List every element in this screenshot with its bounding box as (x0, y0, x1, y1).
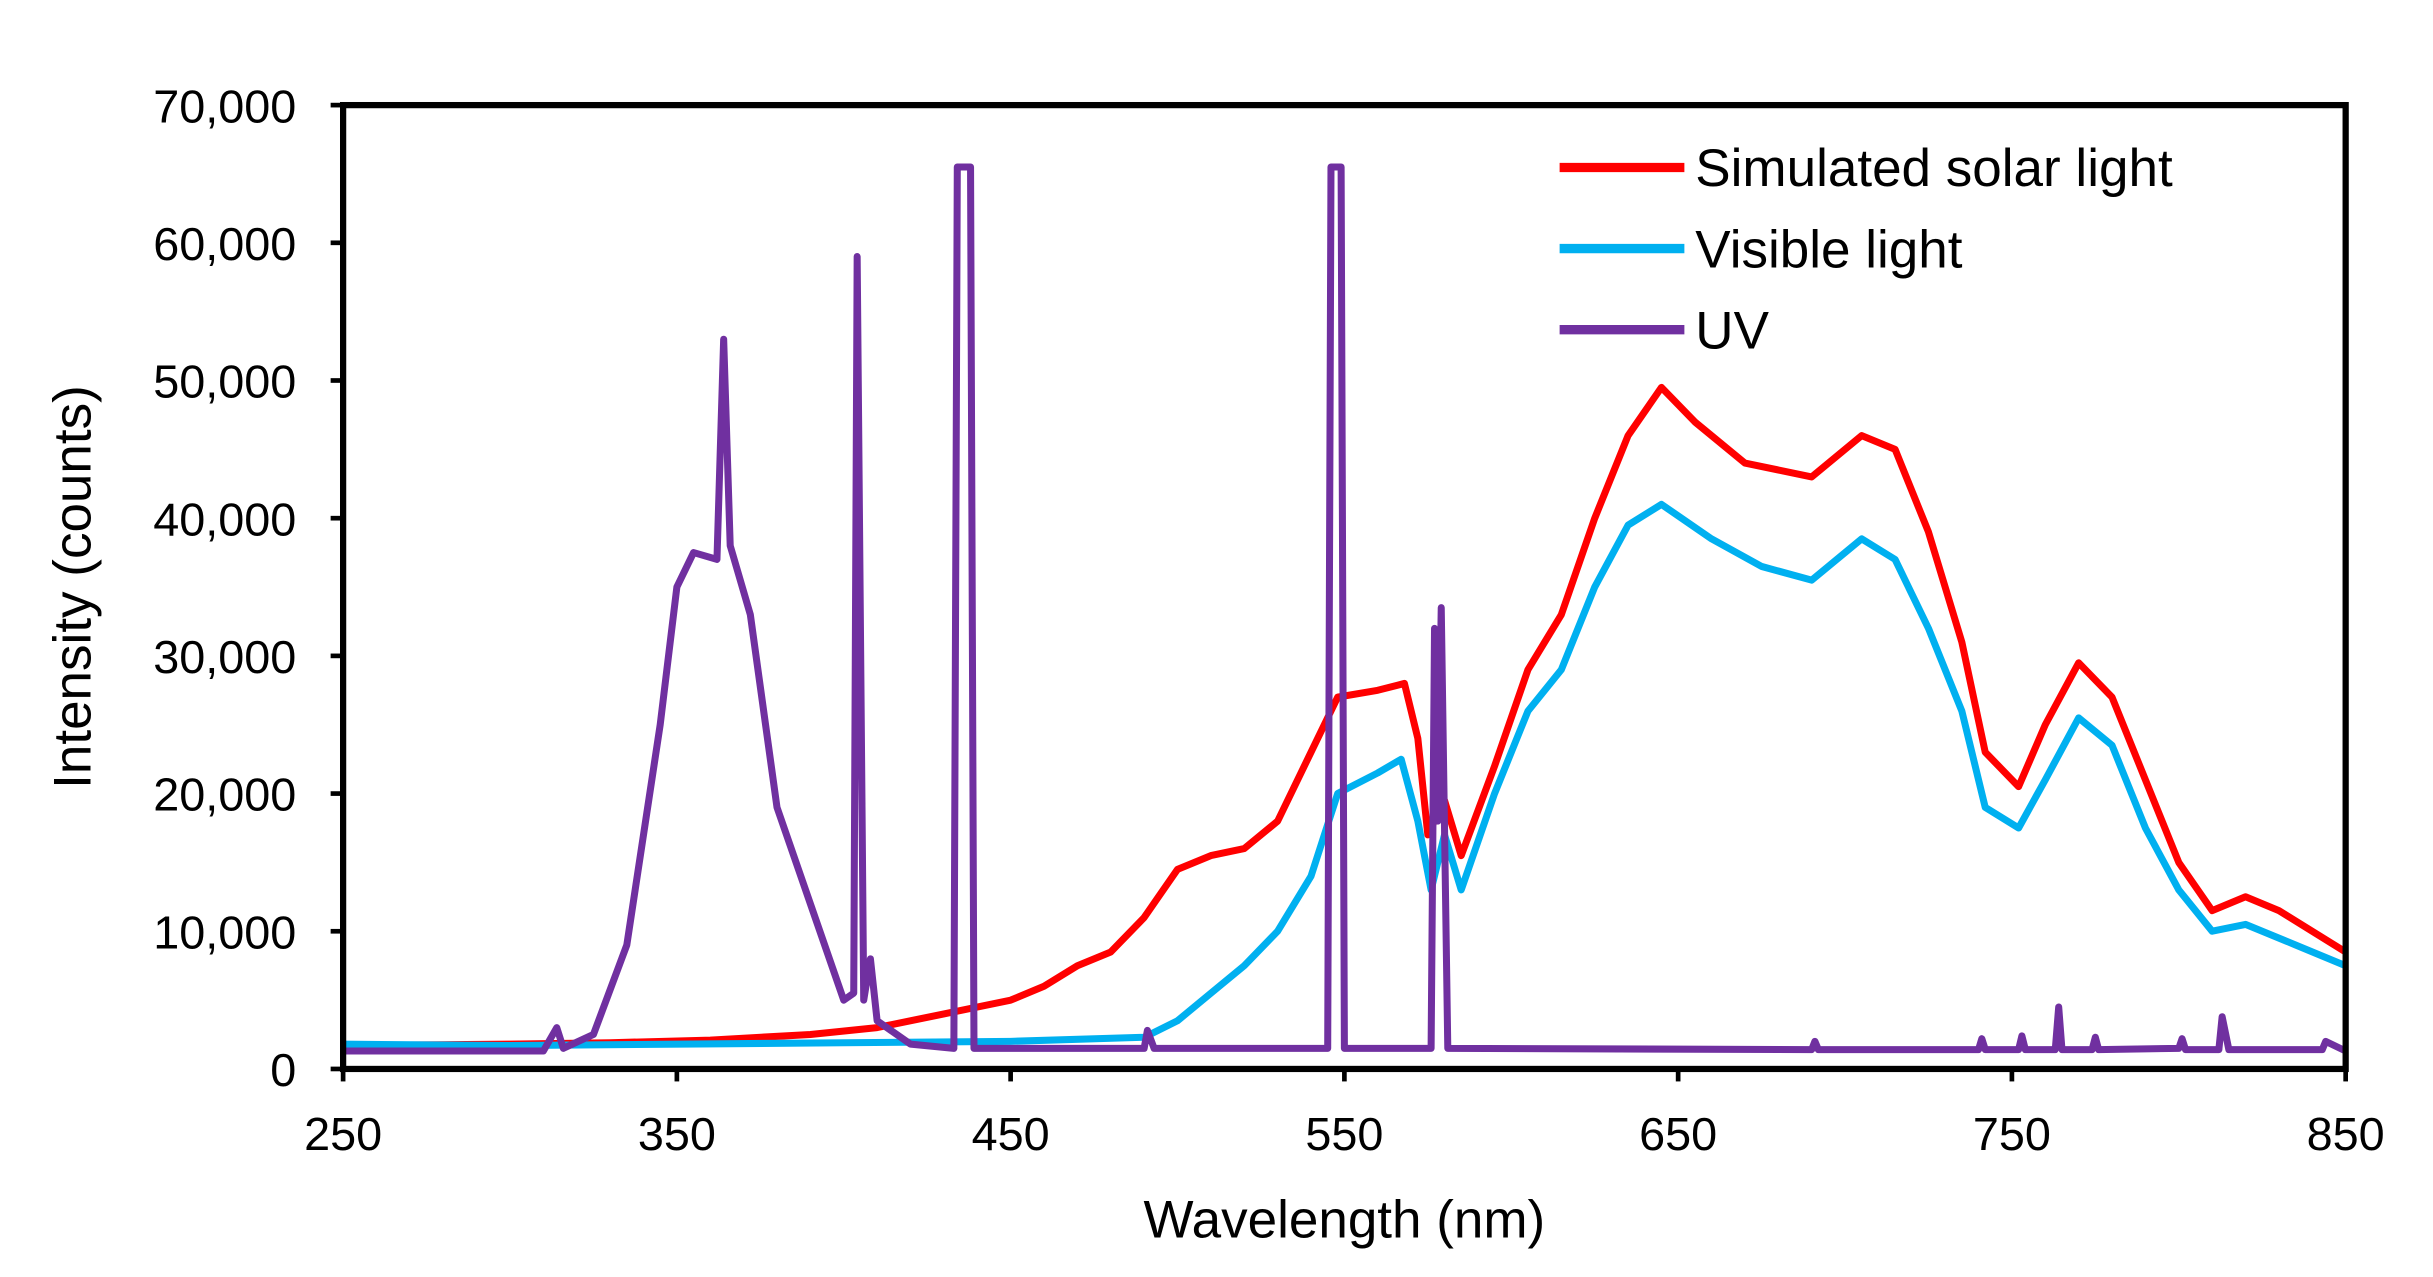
x-axis-title: Wavelength (nm) (1144, 1190, 1546, 1249)
x-tick-label: 250 (304, 1108, 382, 1160)
x-tick-label: 550 (1305, 1108, 1383, 1160)
legend-label: UV (1695, 301, 1769, 360)
x-tick-label: 350 (638, 1108, 716, 1160)
legend-label: Visible light (1695, 220, 1962, 279)
x-tick-label: 850 (2307, 1108, 2385, 1160)
y-tick-label: 10,000 (153, 906, 296, 958)
y-axis-title: Intensity (counts) (43, 385, 102, 789)
y-tick-label: 30,000 (153, 631, 296, 683)
y-tick-label: 60,000 (153, 218, 296, 270)
series-line-simulated-solar-light (343, 383, 2348, 1050)
legend: Simulated solar light Visible light UV (1559, 139, 2173, 360)
y-tick-label: 20,000 (153, 769, 296, 821)
series-line-visible-light (343, 500, 2348, 1050)
x-tick-label: 450 (972, 1108, 1050, 1160)
y-tick-label: 70,000 (153, 80, 296, 132)
y-tick-label: 0 (270, 1044, 296, 1096)
x-tick-label: 750 (1973, 1108, 2051, 1160)
legend-label: Simulated solar light (1695, 139, 2173, 198)
y-tick-label: 50,000 (153, 356, 296, 408)
series-line-uv (343, 163, 2348, 1055)
series-layer (343, 163, 2348, 1055)
y-tick-label: 40,000 (153, 493, 296, 545)
x-tick-label: 650 (1639, 1108, 1717, 1160)
ticks-layer: 250 350 450 550 650 750 850 0 10,000 20,000 30,000… (153, 80, 2384, 1160)
